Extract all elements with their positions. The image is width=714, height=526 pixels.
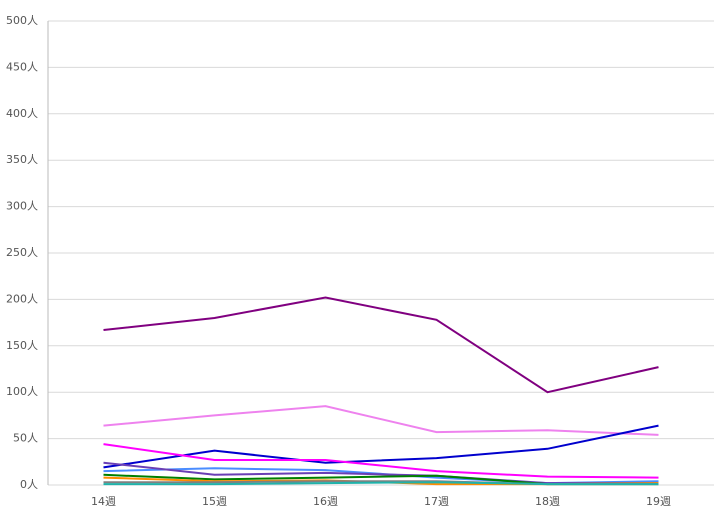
series-line [103,481,659,486]
y-tick-label: 250人 [6,246,38,259]
x-tick-label: 15週 [202,495,227,508]
y-tick-label: 200人 [6,292,38,305]
y-tick-label: 500人 [6,14,38,27]
y-tick-label: 50人 [13,432,38,445]
series-line [103,443,659,479]
x-tick-label: 16週 [313,495,338,508]
x-tick-label: 19週 [646,495,671,508]
series-line [103,424,659,469]
y-tick-label: 400人 [6,107,38,120]
x-tick-label: 14週 [91,495,116,508]
y-tick-label: 100人 [6,385,38,398]
x-tick-label: 18週 [535,495,560,508]
x-tick-label: 17週 [424,495,449,508]
y-tick-label: 150人 [6,339,38,352]
y-tick-label: 0人 [20,478,38,491]
y-tick-label: 450人 [6,60,38,73]
y-tick-label: 350人 [6,153,38,166]
series-line [103,296,659,394]
series-line [103,405,659,436]
y-tick-label: 300人 [6,200,38,213]
